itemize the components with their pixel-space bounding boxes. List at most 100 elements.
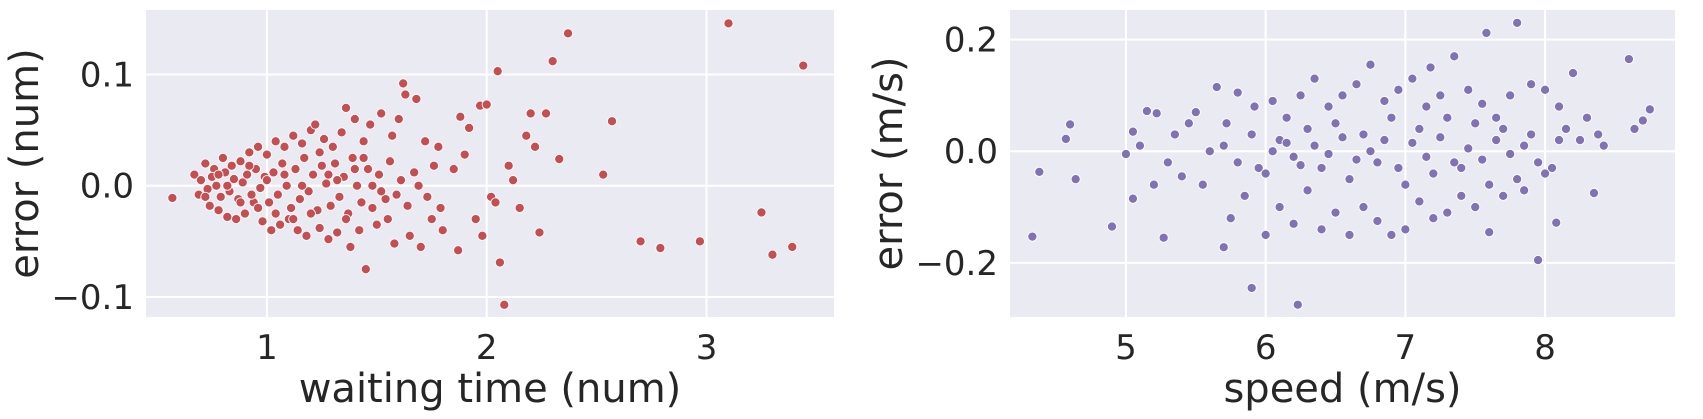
right-data-point: [1442, 112, 1453, 123]
left-data-point: [237, 177, 248, 188]
right-data-point: [1288, 218, 1299, 229]
right-plot-area: [1010, 10, 1675, 317]
left-data-point: [492, 66, 503, 77]
right-data-point: [1553, 135, 1565, 146]
left-data-point: [253, 202, 264, 214]
left-data-point: [433, 141, 444, 152]
left-x-tick-label: 2: [476, 328, 498, 368]
left-data-point: [503, 160, 514, 171]
right-data-point: [1386, 229, 1397, 240]
right-data-point: [1330, 118, 1341, 129]
right-data-point: [1414, 123, 1425, 134]
right-data-point: [1593, 129, 1604, 140]
left-data-point: [351, 180, 363, 191]
left-data-point: [204, 200, 215, 211]
left-data-point: [349, 113, 360, 125]
right-data-point: [1176, 171, 1187, 182]
right-data-point: [1337, 132, 1348, 143]
right-data-point: [1267, 146, 1278, 157]
left-data-point: [264, 197, 275, 208]
left-data-point: [266, 225, 277, 236]
left-data-point: [376, 108, 387, 119]
right-y-tick-label: −0.2: [915, 244, 998, 284]
left-data-point: [415, 241, 426, 252]
right-data-point: [1232, 157, 1243, 168]
left-data-point: [371, 219, 382, 230]
right-data-point: [1190, 107, 1201, 118]
left-x-axis-label: waiting time (num): [299, 366, 682, 412]
right-data-point: [1435, 132, 1446, 143]
left-data-point: [387, 130, 398, 141]
right-data-point: [1211, 81, 1222, 93]
right-data-point: [1512, 174, 1523, 185]
right-data-point: [1519, 185, 1530, 196]
left-data-point: [316, 160, 327, 171]
left-y-tick-label: 0.0: [80, 167, 134, 207]
right-data-point: [1358, 201, 1369, 213]
right-data-point: [1127, 126, 1138, 137]
left-data-point: [290, 164, 301, 175]
right-data-point: [1581, 112, 1593, 123]
right-x-tick-label: 8: [1534, 328, 1556, 368]
right-data-point: [1323, 148, 1334, 160]
right-y-axis-label: error (m/s): [866, 56, 912, 270]
right-data-point: [1442, 207, 1453, 218]
right-data-point: [1629, 123, 1640, 134]
right-y-tick-label: 0.2: [944, 21, 998, 61]
right-data-point: [1246, 282, 1257, 294]
right-data-point: [1221, 118, 1232, 129]
left-data-point: [525, 108, 536, 119]
left-data-point: [257, 216, 268, 227]
left-data-point: [376, 186, 387, 197]
left-data-point: [213, 169, 224, 180]
left-data-point: [340, 214, 352, 225]
left-data-point: [270, 208, 281, 219]
left-data-point: [384, 156, 396, 167]
left-data-point: [426, 214, 437, 225]
left-data-point: [314, 222, 325, 234]
left-data-point: [541, 108, 552, 119]
left-data-point: [301, 230, 312, 241]
right-data-point: [1400, 179, 1411, 190]
left-data-point: [356, 197, 367, 208]
right-data-point: [1365, 146, 1376, 157]
left-data-point: [281, 180, 292, 191]
left-data-point: [413, 180, 424, 191]
right-data-point: [1330, 207, 1341, 218]
right-data-point: [1386, 112, 1397, 123]
right-data-point: [1547, 162, 1558, 174]
right-data-point: [1470, 201, 1481, 213]
left-data-point: [261, 149, 272, 160]
left-data-point: [455, 111, 466, 122]
right-data-point: [1065, 119, 1076, 130]
left-data-point: [308, 169, 319, 180]
left-data-point: [448, 164, 459, 175]
right-data-point: [1484, 179, 1495, 190]
right-data-point: [1344, 174, 1355, 185]
left-data-point: [211, 180, 222, 191]
right-data-point: [1120, 148, 1132, 160]
left-data-point: [305, 208, 316, 219]
left-plot-area: [146, 10, 834, 317]
right-data-point: [1158, 232, 1169, 243]
right-data-point: [1623, 54, 1634, 65]
left-data-point: [222, 180, 233, 191]
left-data-point: [261, 175, 272, 186]
left-data-point: [345, 241, 356, 252]
left-data-point: [215, 191, 226, 202]
left-data-point: [694, 236, 705, 247]
left-data-point: [323, 234, 334, 245]
right-data-point: [1070, 174, 1081, 185]
left-data-point: [358, 152, 369, 163]
right-data-point: [1533, 157, 1544, 168]
left-data-point: [323, 169, 334, 180]
left-data-point: [362, 164, 374, 175]
chart-speed-error: 5 6 7 8 −0.2 0.0 0.2 speed (m/s) error (m/s): [866, 10, 1675, 412]
left-data-point: [389, 238, 400, 249]
right-data-point: [1519, 140, 1530, 151]
left-data-point: [521, 130, 532, 141]
left-data-point: [477, 230, 488, 241]
left-data-point: [244, 160, 255, 171]
left-data-point: [327, 141, 338, 152]
left-data-point: [422, 191, 433, 202]
